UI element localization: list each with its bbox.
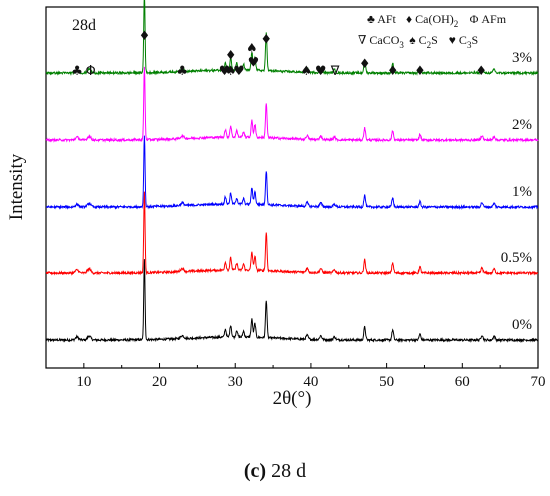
phase-marker: ♦ — [260, 33, 272, 48]
phase-marker: ♥ — [248, 55, 260, 70]
series-line — [45, 135, 539, 211]
series-label: 2% — [512, 117, 532, 133]
legend-entry: ♣ AFt — [367, 12, 397, 26]
panel-label: 28d — [72, 17, 96, 34]
series-line — [45, 66, 539, 144]
legend-entry: Φ AFm — [470, 12, 507, 26]
phase-marker: ♦ — [139, 29, 151, 44]
x-tick-label: 10 — [76, 374, 91, 390]
x-axis-title: 2θ(°) — [273, 388, 312, 409]
caption-text: 28 d — [266, 460, 307, 482]
phase-marker: ♣ — [176, 64, 188, 79]
phase-marker: ♦ — [414, 64, 426, 79]
caption-prefix: (c) — [243, 460, 267, 482]
legend-entry: ♥ C3S — [449, 33, 478, 50]
phase-marker: ♥ — [233, 64, 245, 79]
phase-markers: ♣ Φ♦♣ ♥♠♦♥♠♥♦♠ ♥ ∇ ♦ ♦ ♦ ♦ — [71, 29, 487, 79]
phase-marker: ♦ — [225, 48, 237, 63]
legend-entry: ♠ C2S — [409, 33, 438, 50]
x-tick-label: 70 — [531, 374, 546, 390]
series-label: 1% — [512, 184, 532, 200]
figure-caption: (c) 28 d — [0, 460, 550, 483]
plot-frame — [45, 6, 539, 369]
phase-marker: ♠ — [225, 64, 237, 79]
series-label: 0% — [512, 317, 532, 333]
x-axis-ticks — [45, 363, 539, 368]
phase-marker: ♠ — [301, 64, 313, 79]
series-line — [45, 191, 539, 276]
x-tick-label: 20 — [152, 374, 167, 390]
phase-marker: ♦ — [387, 64, 399, 79]
phase-marker: ♠ — [246, 41, 258, 56]
x-tick-label: 50 — [379, 374, 394, 390]
series-label: 3% — [512, 50, 532, 66]
x-tick-label: 30 — [228, 374, 243, 390]
phase-marker: ♦ — [475, 64, 487, 79]
y-axis-title: Intensity — [6, 153, 27, 220]
phase-marker: ♦ — [359, 57, 371, 72]
series-line — [45, 259, 539, 343]
phase-marker: ♥ — [219, 64, 231, 79]
xrd-series-labels: 0% 0.5% 1% 2% 3% — [501, 50, 532, 333]
phase-marker: ♣ — [71, 64, 83, 79]
series-line — [45, 0, 539, 77]
x-axis-tick-labels: 10 20 30 40 50 60 70 — [76, 374, 545, 390]
legend-entry: ♦ Ca(OH)2 — [406, 12, 458, 29]
phase-marker: ∇ — [330, 64, 340, 79]
phase-marker: Φ — [86, 64, 96, 79]
x-tick-label: 60 — [455, 374, 470, 390]
phase-legend: ♣ AFt ♦ Ca(OH)2 Φ AFm ∇ CaCO3 ♠ C2S ♥ C3S — [358, 12, 507, 50]
legend-entry: ∇ CaCO3 — [358, 33, 404, 50]
phase-marker: ♥ — [315, 64, 327, 79]
xrd-series-lines — [45, 0, 539, 343]
series-label: 0.5% — [501, 250, 532, 266]
x-tick-label: 40 — [303, 374, 318, 390]
